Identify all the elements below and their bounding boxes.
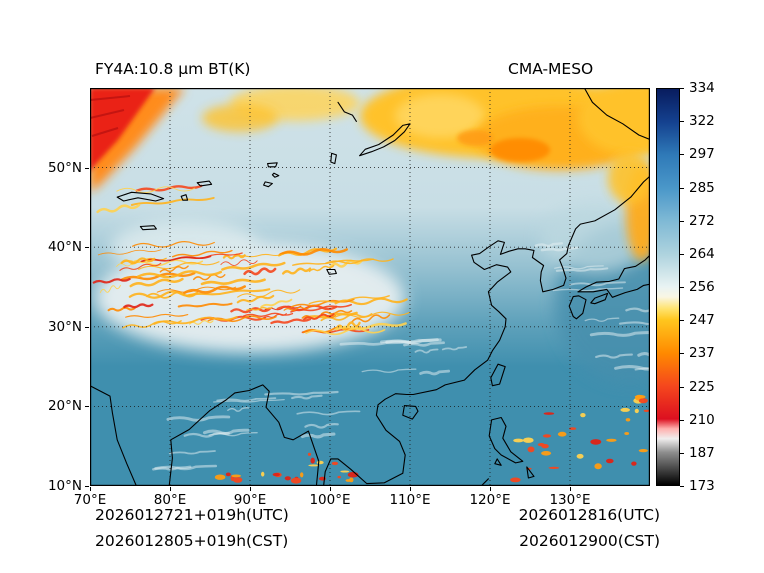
- axis-tickmark: [170, 487, 171, 491]
- axis-tickmark: [490, 487, 491, 491]
- y-tick-label: 10°N: [47, 478, 82, 494]
- axis-tickmark: [410, 487, 411, 491]
- axis-tickmark: [680, 154, 684, 156]
- lat-lon-grid: [90, 88, 650, 486]
- thin-cloud-streaks: [152, 242, 650, 471]
- y-tick-label: 50°N: [47, 159, 82, 176]
- axis-tickmark: [680, 287, 684, 288]
- colorbar-tick-label: 210: [689, 411, 715, 428]
- model-title: CMA-MESO: [508, 60, 594, 78]
- axis-tickmark: [330, 487, 331, 491]
- axis-tickmark: [680, 88, 684, 89]
- axis-tickmark: [680, 253, 684, 255]
- bt-heatmap: [90, 88, 650, 486]
- axis-tickmark: [680, 320, 684, 322]
- cloud-red-wedge: [90, 88, 155, 172]
- colorbar-tick-label: 285: [689, 179, 715, 196]
- axis-tickmark: [85, 247, 89, 249]
- axis-tickmark: [680, 121, 684, 123]
- footnote-valid-cst: 2026012900(CST): [519, 532, 660, 550]
- map-plot: [90, 88, 650, 486]
- plot-border: [90, 88, 650, 486]
- footnote-valid-utc: 2026012816(UTC): [518, 506, 660, 524]
- x-tick-label: 120°E: [469, 492, 511, 508]
- axis-tickmark: [680, 452, 684, 454]
- x-tick-label: 130°E: [549, 492, 591, 508]
- colorbar-tick-label: 247: [689, 312, 715, 329]
- footnote-init-cst: 2026012805+019h(CST): [95, 532, 289, 550]
- axis-tickmark: [680, 187, 684, 189]
- ne-china-cool: [540, 203, 650, 273]
- axis-tickmark: [680, 386, 684, 388]
- x-tick-label: 70°E: [73, 492, 107, 508]
- axis-tickmark: [85, 406, 89, 408]
- axis-tickmark: [250, 487, 251, 491]
- axis-tickmark: [85, 326, 89, 328]
- cold-cloud-masses: [90, 88, 650, 261]
- footnote-init-utc: 2026012721+019h(UTC): [95, 506, 289, 524]
- y-tick-label: 30°N: [47, 318, 82, 335]
- convective-cells: [214, 394, 650, 484]
- x-tick-label: 90°E: [233, 492, 267, 508]
- colorbar-tick-label: 173: [689, 478, 715, 494]
- y-tick-label: 20°N: [47, 398, 82, 415]
- colorbar-tick-label: 264: [689, 245, 715, 262]
- colorbar-tick-label: 334: [689, 80, 715, 96]
- colorbar-tick-label: 297: [689, 146, 715, 163]
- plot-title: FY4A:10.8 μm BT(K): [95, 60, 251, 78]
- colorbar: [656, 88, 680, 486]
- axis-tickmark: [680, 419, 684, 421]
- colorbar-tick-label: 322: [689, 113, 715, 130]
- colorbar-tick-label: 237: [689, 345, 715, 362]
- x-tick-label: 100°E: [309, 492, 351, 508]
- colorbar-tick-label: 225: [689, 378, 715, 395]
- axis-tickmark: [570, 487, 571, 491]
- axis-tickmark: [85, 167, 89, 169]
- axis-tickmark: [85, 486, 89, 487]
- axis-tickmark: [680, 353, 684, 355]
- y-tick-label: 40°N: [47, 239, 82, 256]
- colorbar-tick-label: 256: [689, 279, 715, 295]
- x-tick-label: 110°E: [389, 492, 431, 508]
- axis-tickmark: [90, 487, 91, 491]
- coastlines: [90, 88, 650, 486]
- tarim-basin-cold: [110, 220, 260, 276]
- colorbar-tick-label: 187: [689, 444, 715, 461]
- colorbar-tick-label: 272: [689, 212, 715, 229]
- plateau-cloud-streaks: [92, 184, 410, 336]
- x-tick-label: 80°E: [153, 492, 187, 508]
- axis-tickmark: [680, 486, 684, 487]
- axis-tickmark: [680, 220, 684, 222]
